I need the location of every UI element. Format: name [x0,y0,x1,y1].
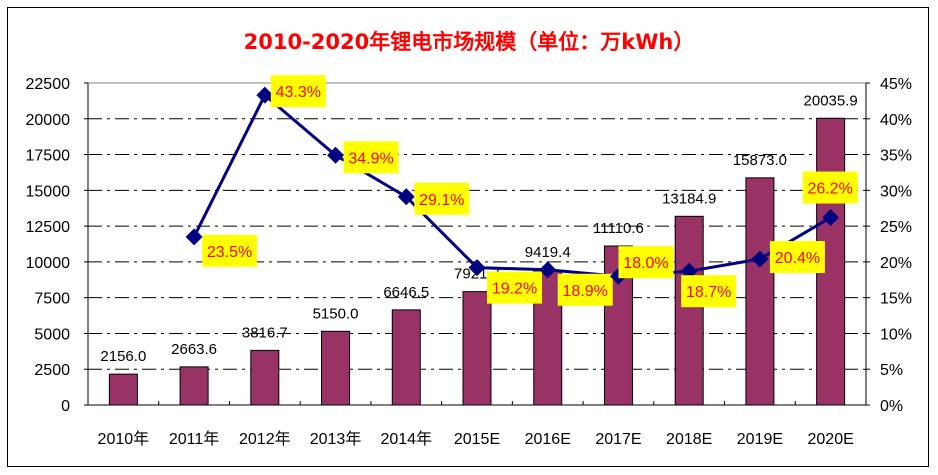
left-axis-tick-label: 0 [61,398,70,415]
left-axis-tick-label: 15000 [26,183,71,200]
right-axis-tick-label: 45% [880,76,912,93]
growth-rate-label: 18.9% [563,283,608,300]
x-axis-tick-label: 2020E [808,431,854,448]
left-axis-tick-label: 12500 [26,219,71,236]
right-axis-tick-label: 0% [880,398,903,415]
growth-rate-label: 23.5% [207,244,252,261]
growth-rate-marker [751,250,769,268]
left-axis-tick-label: 20000 [26,112,71,129]
growth-rate-label: 18.7% [686,284,731,301]
right-axis-tick-label: 40% [880,112,912,129]
bar-value-label: 13184.9 [662,190,716,207]
bar-2018E [674,215,704,406]
right-axis-tick-label: 35% [880,148,912,165]
left-axis-tick-label: 17500 [26,148,71,165]
growth-rate-marker [327,146,345,164]
bar-value-label: 9419.4 [525,244,571,261]
growth-label-box [802,171,858,204]
bar-value-label: 6646.5 [383,284,429,301]
bar-2011年 [179,366,209,406]
bar-2014年 [391,309,421,406]
bar-2015E [462,291,492,406]
growth-label-box [769,241,825,274]
growth-label-box [487,271,542,304]
growth-label-box [270,75,326,108]
bar-value-label: 11110.6 [593,220,644,237]
bar-value-label: 2663.6 [171,341,217,358]
right-axis-tick-label: 5% [880,362,903,379]
right-axis-tick-label: 15% [880,291,912,308]
x-axis-tick-label: 2014年 [380,430,432,448]
right-axis-tick-label: 25% [880,219,912,236]
left-axis-tick-label: 22500 [26,76,71,93]
growth-rate-marker [185,228,203,246]
x-axis-tick-label: 2011年 [169,430,219,448]
growth-rate-label: 34.9% [348,150,393,167]
growth-rate-marker [397,188,415,206]
growth-rate-label: 20.4% [775,250,820,267]
x-axis-tick-label: 2010年 [98,430,150,448]
x-axis-tick-label: 2015E [454,431,500,448]
growth-rate-label: 18.0% [623,255,668,272]
right-axis-tick-label: 20% [880,255,912,272]
chart-frame [7,7,929,467]
bar-2013年 [321,330,351,406]
growth-rate-label: 43.3% [276,84,321,101]
left-axis-tick-label: 2500 [34,362,70,379]
left-axis-tick-label: 5000 [34,326,70,343]
growth-rate-marker [539,261,557,279]
growth-rate-marker [468,259,486,277]
bar-2019E [745,177,775,406]
growth-rate-label: 29.1% [419,192,464,209]
growth-rate-marker [256,86,274,104]
x-axis-tick-label: 2019E [737,431,783,448]
x-axis-tick-label: 2013年 [310,430,362,448]
bar-value-label: 15873.0 [733,152,787,169]
bar-value-label: 20035.9 [804,92,858,109]
x-axis-tick-label: 2012年 [239,430,291,448]
bar-value-label: 2156.0 [100,348,146,365]
left-axis-tick-label: 10000 [26,255,71,272]
right-axis-tick-label: 30% [880,183,912,200]
growth-label-box [681,275,737,308]
x-axis-tick-label: 2017E [595,431,641,448]
bar-value-label: 5150.0 [313,305,359,322]
growth-label-box [414,182,470,215]
chart-title: 2010-2020年锂电市场规模（单位：万kWh） [243,30,695,54]
growth-label-box [343,141,399,174]
x-axis-tick-label: 2016E [525,431,571,448]
bar-value-label: 3816.7 [242,324,288,341]
x-axis-tick-label: 2018E [666,431,712,448]
growth-label-box [557,273,613,306]
growth-rate-line [192,92,832,278]
left-axis-tick-label: 7500 [34,291,70,308]
growth-rate-marker [822,209,840,227]
bar-2012年 [250,349,280,406]
growth-label-box [618,246,674,279]
growth-label-box [202,234,258,267]
right-axis-tick-label: 10% [880,326,912,343]
bar-2010年 [108,373,138,406]
growth-rate-label: 26.2% [807,181,852,198]
growth-rate-label: 19.2% [492,281,537,298]
